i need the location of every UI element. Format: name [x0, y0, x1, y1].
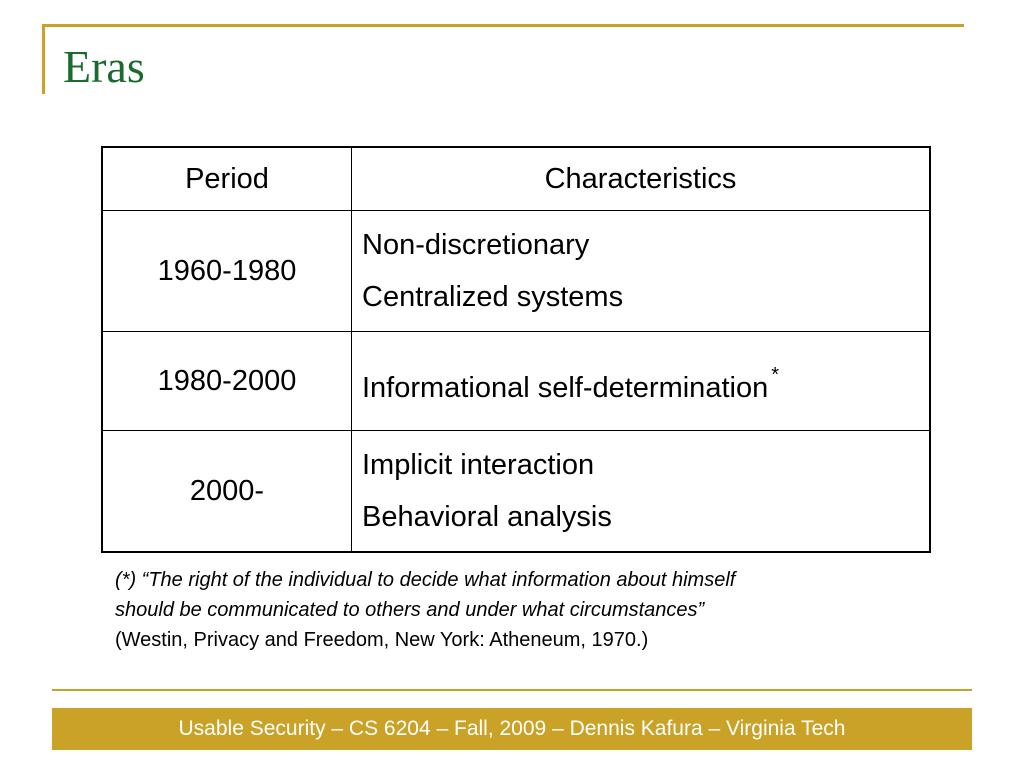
title-accent-horizontal-rule: [42, 24, 964, 27]
characteristic-item: Centralized systems: [362, 281, 624, 313]
footnote: (*) “The right of the individual to deci…: [115, 565, 935, 655]
characteristic-item: Non-discretionary: [362, 229, 590, 261]
slide-title: Eras: [63, 41, 145, 92]
table-row: 1960-1980 Non-discretionary Centralized …: [101, 210, 931, 332]
table-header-row: Period Characteristics: [101, 146, 931, 211]
footnote-citation: (Westin, Privacy and Freedom, New York: …: [115, 629, 649, 651]
footer-accent-rule: [52, 689, 972, 691]
period-cell: 2000-: [101, 430, 352, 553]
characteristics-cell: Implicit interaction Behavioral analysis: [351, 430, 931, 553]
characteristics-cell: Informational self-determination *: [351, 331, 931, 431]
characteristic-item: Informational self-determination: [362, 371, 769, 404]
table-row: 2000- Implicit interaction Behavioral an…: [101, 430, 931, 553]
header-period: Period: [101, 146, 352, 211]
characteristic-item: Behavioral analysis: [362, 501, 612, 533]
table-row: 1980-2000 Informational self-determinati…: [101, 331, 931, 431]
footer-banner: Usable Security – CS 6204 – Fall, 2009 –…: [52, 708, 972, 750]
characteristics-cell: Non-discretionary Centralized systems: [351, 210, 931, 332]
header-characteristics: Characteristics: [351, 146, 931, 211]
footnote-quote-line: (*) “The right of the individual to deci…: [115, 569, 736, 591]
eras-table: Period Characteristics 1960-1980 Non-dis…: [101, 146, 931, 553]
footnote-quote-line: should be communicated to others and und…: [115, 599, 705, 621]
title-accent-vertical-rule: [42, 24, 45, 94]
characteristic-item: Implicit interaction: [362, 449, 595, 481]
period-cell: 1980-2000: [101, 331, 352, 431]
footnote-marker: *: [771, 363, 779, 386]
period-cell: 1960-1980: [101, 210, 352, 332]
